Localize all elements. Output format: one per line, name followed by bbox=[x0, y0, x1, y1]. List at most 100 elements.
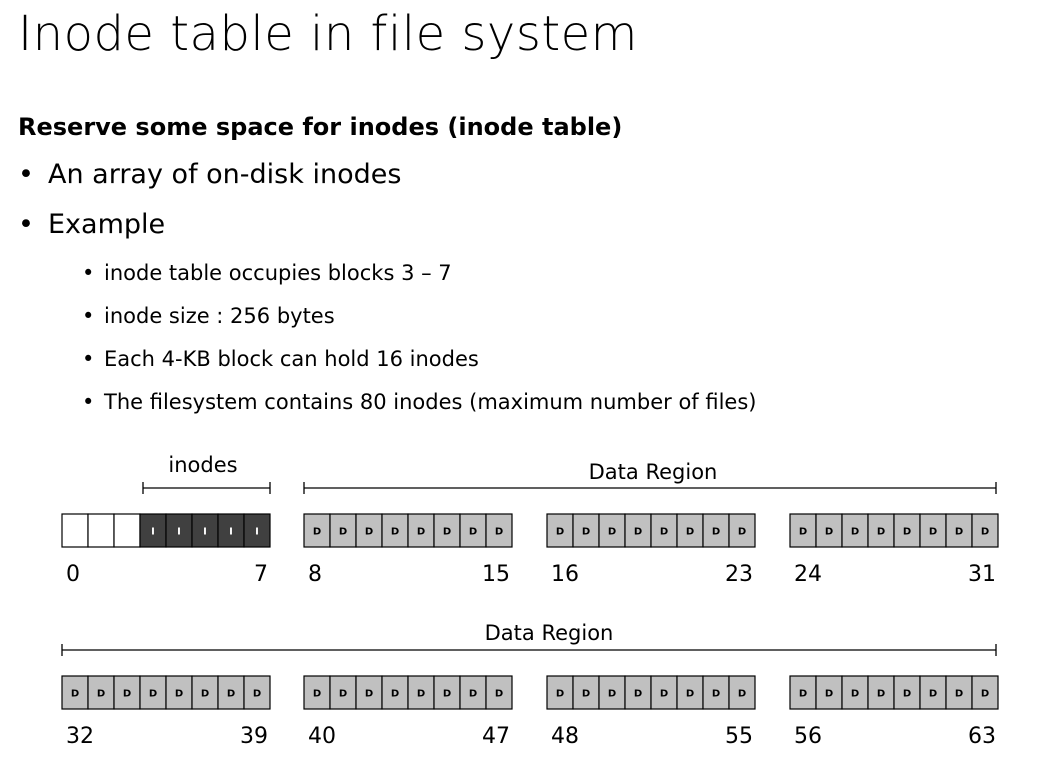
data-block bbox=[971, 675, 999, 710]
block-letter: D bbox=[71, 689, 79, 700]
block-group: D D D D D D D D 24 31 bbox=[789, 513, 999, 587]
block-index-end: 7 bbox=[254, 562, 268, 587]
data-region-label: Data Region bbox=[485, 621, 614, 645]
data-block bbox=[702, 513, 730, 548]
block-letter: D bbox=[660, 527, 668, 538]
block-index-end: 15 bbox=[482, 562, 510, 587]
block-letter: D bbox=[825, 527, 833, 538]
bullet-item: Example bbox=[18, 208, 401, 258]
block-letter: D bbox=[339, 527, 347, 538]
block-index-start: 32 bbox=[66, 724, 94, 749]
inodes-label: inodes bbox=[168, 453, 237, 477]
sub-bullet-item: The filesystem contains 80 inodes (maxim… bbox=[82, 387, 756, 430]
data-block bbox=[945, 513, 973, 548]
block-index-start: 0 bbox=[66, 562, 80, 587]
data-block bbox=[61, 675, 89, 710]
block-letter: D bbox=[877, 689, 885, 700]
section-heading: Reserve some space for inodes (inode tab… bbox=[18, 113, 623, 141]
data-block bbox=[702, 675, 730, 710]
data-block bbox=[113, 675, 141, 710]
block-letter: D bbox=[955, 527, 963, 538]
slide-title: Inode table in file system bbox=[18, 6, 638, 62]
block-letter: D bbox=[391, 527, 399, 538]
data-block bbox=[485, 675, 513, 710]
data-block bbox=[789, 675, 817, 710]
data-block bbox=[329, 675, 357, 710]
data-block bbox=[676, 675, 704, 710]
block-letter: D bbox=[929, 689, 937, 700]
empty-block bbox=[87, 513, 115, 548]
block-letter: D bbox=[365, 689, 373, 700]
data-block bbox=[139, 675, 167, 710]
block-letter: D bbox=[686, 527, 694, 538]
data-block bbox=[650, 675, 678, 710]
sub-bullet-list: inode table occupies blocks 3 – 7 inode … bbox=[82, 258, 756, 430]
block-letter: D bbox=[712, 527, 720, 538]
block-letter: D bbox=[149, 689, 157, 700]
data-block bbox=[546, 675, 574, 710]
block-group: D D D D D D D D 16 23 bbox=[546, 513, 756, 587]
block-letter: D bbox=[582, 689, 590, 700]
data-block bbox=[893, 513, 921, 548]
block-letter: D bbox=[903, 527, 911, 538]
data-block bbox=[598, 675, 626, 710]
block-letter: D bbox=[634, 689, 642, 700]
block-letter: D bbox=[175, 689, 183, 700]
data-block bbox=[459, 675, 487, 710]
data-block bbox=[728, 513, 756, 548]
data-block bbox=[191, 675, 219, 710]
block-letter: D bbox=[608, 689, 616, 700]
sub-bullet-item: inode size : 256 bytes bbox=[82, 301, 756, 344]
block-letter: I bbox=[151, 527, 155, 538]
block-index-start: 24 bbox=[794, 562, 822, 587]
data-block bbox=[945, 675, 973, 710]
block-letter: D bbox=[391, 689, 399, 700]
block-letter: D bbox=[556, 689, 564, 700]
block-letter: D bbox=[851, 689, 859, 700]
block-letter: D bbox=[417, 527, 425, 538]
block-letter: D bbox=[877, 527, 885, 538]
block-letter: D bbox=[738, 527, 746, 538]
sub-bullet-item: inode table occupies blocks 3 – 7 bbox=[82, 258, 756, 301]
block-index-end: 23 bbox=[725, 562, 753, 587]
block-index-start: 8 bbox=[308, 562, 322, 587]
block-letter: D bbox=[955, 689, 963, 700]
data-block bbox=[485, 513, 513, 548]
block-letter: D bbox=[365, 527, 373, 538]
block-letter: D bbox=[469, 527, 477, 538]
data-block bbox=[919, 513, 947, 548]
block-letter: D bbox=[123, 689, 131, 700]
block-letter: D bbox=[608, 527, 616, 538]
block-letter: D bbox=[660, 689, 668, 700]
data-block bbox=[893, 675, 921, 710]
block-letter: D bbox=[227, 689, 235, 700]
block-group: D D D D D D D D 56 63 bbox=[789, 675, 999, 749]
block-letter: D bbox=[495, 689, 503, 700]
block-letter: D bbox=[313, 689, 321, 700]
bullet-item: An array of on-disk inodes bbox=[18, 158, 401, 208]
block-letter: D bbox=[339, 689, 347, 700]
bullet-list: An array of on-disk inodes Example bbox=[18, 158, 401, 258]
block-letter: I bbox=[229, 527, 233, 538]
block-letter: I bbox=[255, 527, 259, 538]
data-block bbox=[165, 675, 193, 710]
data-block bbox=[407, 513, 435, 548]
block-letter: D bbox=[634, 527, 642, 538]
empty-block bbox=[113, 513, 141, 548]
block-index-start: 48 bbox=[551, 724, 579, 749]
data-block bbox=[650, 513, 678, 548]
block-letter: D bbox=[712, 689, 720, 700]
block-index-end: 31 bbox=[968, 562, 996, 587]
block-group: D D D D D D D D 8 15 bbox=[303, 513, 513, 587]
block-letter: D bbox=[313, 527, 321, 538]
block-index-end: 63 bbox=[968, 724, 996, 749]
block-letter: D bbox=[253, 689, 261, 700]
block-letter: D bbox=[851, 527, 859, 538]
inode-block bbox=[165, 513, 193, 548]
data-block bbox=[624, 675, 652, 710]
data-block bbox=[841, 675, 869, 710]
data-block bbox=[598, 513, 626, 548]
block-group: I I I I I 0 7 bbox=[61, 513, 271, 587]
block-letter: D bbox=[799, 527, 807, 538]
